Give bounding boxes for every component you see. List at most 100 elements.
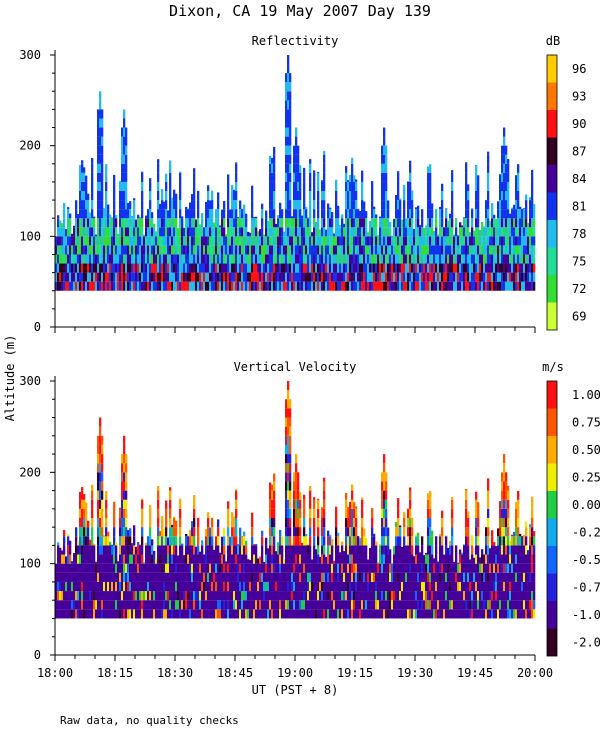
data-cell — [507, 209, 510, 219]
data-cell — [165, 236, 168, 246]
data-cell — [87, 591, 90, 601]
data-cell — [387, 272, 390, 282]
data-cell — [249, 581, 252, 592]
data-cell — [227, 563, 230, 573]
data-cell — [75, 227, 78, 237]
data-cell — [467, 536, 470, 546]
data-cell — [301, 245, 304, 255]
data-cell — [237, 236, 240, 246]
data-cell — [285, 245, 288, 255]
data-cell — [125, 591, 128, 601]
data-cell — [133, 198, 136, 201]
data-cell — [133, 572, 136, 582]
data-cell — [161, 227, 164, 237]
data-cell — [193, 172, 196, 182]
data-cell — [207, 536, 210, 546]
data-cell — [407, 191, 410, 201]
data-cell — [141, 554, 144, 564]
data-cell — [473, 230, 476, 237]
data-cell — [513, 245, 516, 255]
data-cell — [491, 209, 494, 219]
data-cell — [375, 236, 378, 246]
data-cell — [367, 591, 370, 601]
data-cell — [259, 563, 262, 573]
data-cell — [399, 525, 402, 528]
data-cell — [287, 381, 290, 391]
data-cell — [207, 281, 210, 291]
data-cell — [245, 545, 248, 555]
data-cell — [169, 508, 172, 518]
data-cell — [139, 591, 142, 601]
data-cell — [293, 263, 296, 273]
data-cell — [177, 581, 180, 592]
data-cell — [193, 236, 196, 246]
data-cell — [427, 499, 430, 509]
data-cell — [235, 263, 238, 273]
data-cell — [187, 591, 190, 601]
data-cell — [123, 245, 126, 255]
data-cell — [135, 227, 138, 237]
data-cell — [149, 263, 152, 273]
data-cell — [313, 200, 316, 210]
data-cell — [415, 563, 418, 573]
data-cell — [165, 536, 168, 546]
data-cell — [531, 169, 534, 173]
data-cell — [237, 245, 240, 255]
data-cell — [87, 245, 90, 255]
data-cell — [93, 600, 96, 610]
data-cell — [519, 218, 522, 228]
data-cell — [345, 545, 348, 555]
data-cell — [141, 245, 144, 255]
data-cell — [99, 426, 102, 436]
data-cell — [295, 154, 298, 164]
data-cell — [161, 563, 164, 573]
data-cell — [77, 272, 80, 282]
data-cell — [429, 181, 432, 191]
data-cell — [265, 581, 268, 592]
data-cell — [477, 191, 480, 201]
data-cell — [401, 563, 404, 573]
data-cell — [251, 272, 254, 282]
colorbar-segment — [547, 302, 557, 330]
data-cell — [277, 609, 280, 619]
data-cell — [121, 609, 124, 619]
data-cell — [503, 154, 506, 164]
data-cell — [349, 191, 352, 201]
data-cell — [467, 527, 470, 537]
data-cell — [221, 600, 224, 610]
data-cell — [409, 572, 412, 582]
data-cell — [61, 572, 64, 582]
data-cell — [479, 230, 482, 237]
data-cell — [267, 236, 270, 246]
data-cell — [145, 581, 148, 592]
data-cell — [289, 245, 292, 255]
data-cell — [89, 600, 92, 610]
data-cell — [285, 209, 288, 219]
data-cell — [311, 272, 314, 282]
data-cell — [67, 263, 70, 273]
data-cell — [205, 563, 208, 573]
data-cell — [119, 518, 122, 528]
data-cell — [323, 163, 326, 173]
data-cell — [97, 508, 100, 518]
data-cell — [333, 281, 336, 291]
data-cell — [321, 508, 324, 518]
data-cell — [293, 227, 296, 237]
data-cell — [93, 554, 96, 564]
data-cell — [353, 227, 356, 237]
data-cell — [315, 554, 318, 564]
data-cell — [439, 609, 442, 619]
data-cell — [437, 563, 440, 573]
data-cell — [483, 254, 486, 264]
data-cell — [83, 281, 86, 291]
data-cell — [77, 281, 80, 291]
data-cell — [309, 499, 312, 509]
data-cell — [169, 191, 172, 201]
data-cell — [209, 218, 212, 228]
data-cell — [101, 191, 104, 201]
data-cell — [215, 572, 218, 582]
data-cell — [367, 581, 370, 592]
data-cell — [91, 600, 94, 610]
data-cell — [231, 209, 234, 219]
data-cell — [173, 527, 176, 537]
